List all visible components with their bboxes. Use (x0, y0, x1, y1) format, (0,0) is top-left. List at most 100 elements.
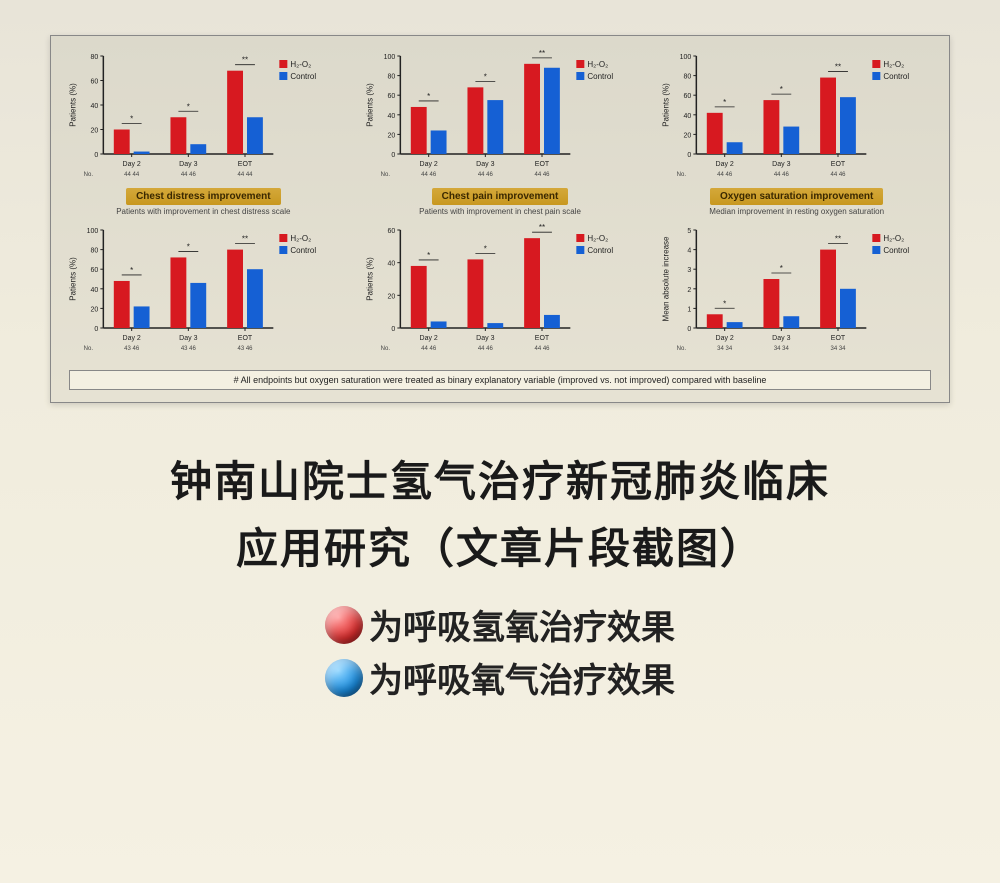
gold-label-1: Chest pain improvement (432, 188, 569, 205)
svg-text:4: 4 (688, 248, 692, 255)
svg-text:3: 3 (688, 267, 692, 274)
svg-text:**: ** (242, 56, 248, 65)
svg-text:34 34: 34 34 (718, 346, 734, 352)
gold-label-2: Oxygen saturation improvement (710, 188, 883, 205)
svg-text:*: * (483, 244, 486, 253)
svg-text:Day 3: Day 3 (773, 161, 791, 168)
svg-text:Control: Control (884, 246, 910, 255)
red-dot-icon (325, 606, 363, 644)
svg-text:H₂-O₂: H₂-O₂ (587, 234, 608, 243)
svg-text:60: 60 (387, 228, 395, 235)
svg-text:Control: Control (290, 246, 316, 255)
svg-text:Control: Control (290, 72, 316, 81)
svg-text:0: 0 (94, 152, 98, 159)
svg-text:No.: No. (677, 172, 687, 178)
svg-text:H₂-O₂: H₂-O₂ (884, 234, 905, 243)
svg-text:*: * (780, 85, 783, 94)
svg-text:0: 0 (391, 326, 395, 333)
svg-text:44 46: 44 46 (534, 172, 550, 178)
svg-text:Day 3: Day 3 (179, 161, 197, 168)
svg-text:Day 2: Day 2 (419, 335, 437, 342)
svg-text:Day 3: Day 3 (773, 335, 791, 342)
svg-text:*: * (723, 299, 726, 308)
svg-text:80: 80 (387, 74, 395, 81)
svg-text:*: * (483, 72, 486, 81)
svg-text:40: 40 (387, 261, 395, 268)
svg-text:60: 60 (684, 93, 692, 100)
svg-text:0: 0 (688, 152, 692, 159)
chart-row-top: 020406080Patients (%)*Day 244 44*Day 344… (59, 46, 941, 216)
svg-text:80: 80 (91, 54, 99, 61)
svg-text:5: 5 (688, 228, 692, 235)
svg-text:20: 20 (91, 306, 99, 313)
svg-text:60: 60 (91, 267, 99, 274)
svg-text:**: ** (835, 235, 841, 244)
svg-text:44 46: 44 46 (478, 346, 494, 352)
svg-text:Day 2: Day 2 (419, 161, 437, 168)
gold-label-0: Chest distress improvement (126, 188, 281, 205)
svg-text:0: 0 (391, 152, 395, 159)
svg-text:44 46: 44 46 (534, 346, 550, 352)
svg-text:No.: No. (84, 346, 94, 352)
svg-text:43 46: 43 46 (124, 346, 140, 352)
chart-subtitle-2: Median improvement in resting oxygen sat… (709, 207, 884, 216)
svg-text:40: 40 (91, 287, 99, 294)
svg-text:**: ** (835, 63, 841, 72)
svg-text:34 34: 34 34 (774, 346, 790, 352)
svg-text:1: 1 (688, 306, 692, 313)
svg-text:Day 2: Day 2 (123, 161, 141, 168)
footnote-box: # All endpoints but oxygen saturation we… (69, 370, 931, 390)
svg-text:*: * (130, 266, 133, 275)
svg-text:60: 60 (387, 93, 395, 100)
svg-text:*: * (780, 264, 783, 273)
svg-text:60: 60 (91, 79, 99, 86)
svg-text:44 46: 44 46 (774, 172, 790, 178)
svg-text:34 34: 34 34 (831, 346, 847, 352)
svg-text:EOT: EOT (238, 161, 253, 168)
svg-text:44 46: 44 46 (718, 172, 734, 178)
svg-text:20: 20 (91, 128, 99, 135)
svg-text:*: * (723, 98, 726, 107)
chart-cell-1-2: 012345Mean absolute increase*Day 234 34*… (652, 220, 941, 360)
legend-row-blue: 为呼吸氧气治疗效果 (325, 653, 675, 702)
svg-text:80: 80 (684, 74, 692, 81)
svg-text:Patients (%): Patients (%) (68, 257, 77, 301)
svg-text:Day 3: Day 3 (179, 335, 197, 342)
svg-text:EOT: EOT (831, 335, 846, 342)
svg-text:Control: Control (884, 72, 910, 81)
svg-text:EOT: EOT (534, 335, 549, 342)
svg-text:*: * (187, 102, 190, 111)
svg-text:Day 3: Day 3 (476, 161, 494, 168)
svg-text:100: 100 (87, 228, 99, 235)
legend-text-red: 为呼吸氢氧治疗效果 (369, 600, 675, 649)
svg-text:43 46: 43 46 (237, 346, 253, 352)
svg-text:Day 3: Day 3 (476, 335, 494, 342)
svg-text:Control: Control (587, 246, 613, 255)
svg-text:40: 40 (91, 103, 99, 110)
svg-text:20: 20 (684, 132, 692, 139)
svg-text:Day 2: Day 2 (716, 335, 734, 342)
svg-text:**: ** (242, 235, 248, 244)
svg-text:H₂-O₂: H₂-O₂ (884, 60, 905, 69)
svg-text:EOT: EOT (534, 161, 549, 168)
svg-text:2: 2 (688, 287, 692, 294)
svg-text:Day 2: Day 2 (716, 161, 734, 168)
svg-text:100: 100 (383, 54, 395, 61)
svg-text:H₂-O₂: H₂-O₂ (290, 60, 311, 69)
svg-text:H₂-O₂: H₂-O₂ (587, 60, 608, 69)
svg-text:80: 80 (91, 248, 99, 255)
svg-text:*: * (427, 92, 430, 101)
svg-text:**: ** (539, 49, 545, 58)
svg-text:EOT: EOT (238, 335, 253, 342)
svg-text:0: 0 (94, 326, 98, 333)
svg-text:44 46: 44 46 (421, 172, 437, 178)
chart-cell-0-2: 020406080100Patients (%)*Day 244 46*Day … (652, 46, 941, 216)
svg-text:Day 2: Day 2 (123, 335, 141, 342)
svg-text:20: 20 (387, 293, 395, 300)
chart-cell-1-1: 0204060Patients (%)*Day 244 46*Day 344 4… (356, 220, 645, 360)
svg-text:20: 20 (387, 132, 395, 139)
title-line-1: 钟南山院士氢气治疗新冠肺炎临床 (0, 448, 1000, 515)
svg-text:Patients (%): Patients (%) (365, 257, 374, 301)
svg-text:Control: Control (587, 72, 613, 81)
blue-dot-icon (325, 659, 363, 697)
